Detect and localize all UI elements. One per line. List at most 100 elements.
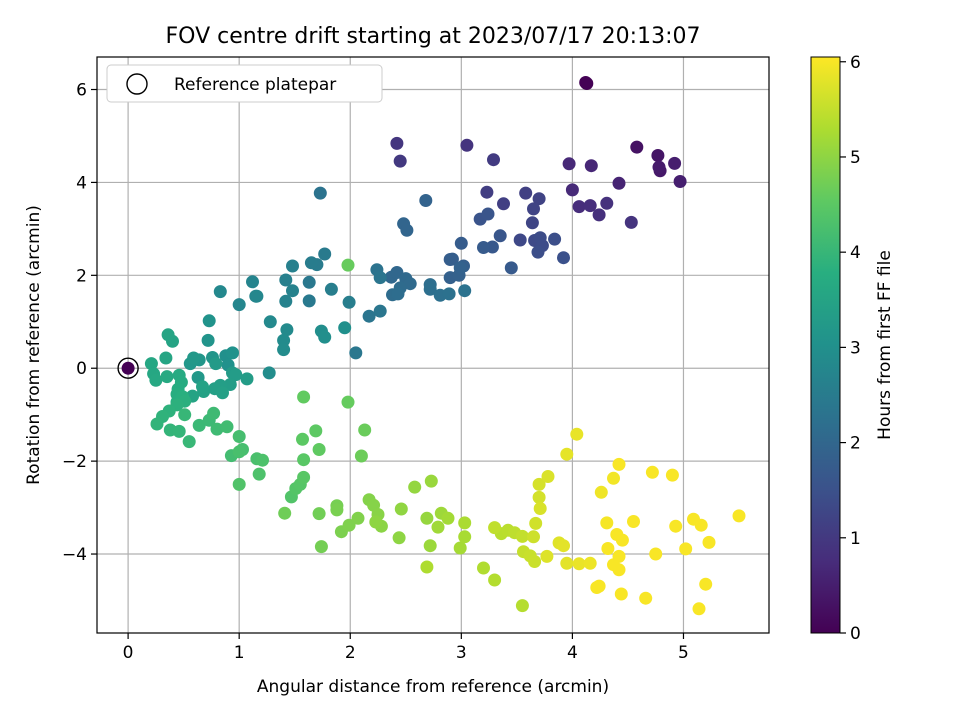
x-tick-label: 5 (678, 643, 689, 663)
data-point (442, 287, 456, 301)
data-point (196, 380, 209, 394)
data-point (481, 207, 495, 221)
data-point (513, 233, 527, 247)
data-point (391, 287, 405, 301)
data-point (431, 520, 445, 534)
data-point (694, 518, 708, 532)
data-point (668, 156, 682, 170)
data-point (652, 160, 666, 174)
x-tick-label: 4 (567, 643, 578, 663)
data-point (286, 284, 299, 298)
data-point (519, 186, 533, 200)
data-point (458, 530, 472, 544)
data-point (615, 533, 629, 547)
data-point (420, 560, 434, 574)
data-point (296, 432, 309, 446)
data-point (612, 549, 626, 563)
data-point (614, 587, 628, 601)
legend-reference-marker (126, 73, 148, 95)
plot-frame (96, 56, 770, 634)
data-point (532, 477, 546, 491)
data-point (557, 539, 570, 553)
data-point (354, 449, 368, 463)
data-point (651, 149, 665, 162)
data-point (302, 294, 316, 308)
data-point (639, 591, 653, 605)
data-point (600, 196, 614, 210)
legend: Reference platepar (106, 64, 383, 103)
data-point (250, 289, 264, 303)
data-point (497, 197, 510, 211)
data-point (312, 443, 326, 456)
y-tick-label: −4 (62, 545, 87, 565)
data-point (533, 502, 547, 515)
data-point (277, 333, 291, 347)
data-point (262, 366, 276, 380)
data-point (341, 258, 355, 272)
data-point (560, 556, 574, 570)
colorbar: 0 1 2 3 4 5 6 Hours from first FF file (810, 53, 895, 644)
y-tick-label: −2 (62, 452, 87, 472)
data-point (702, 535, 716, 549)
data-point (358, 423, 372, 437)
data-point (240, 372, 254, 386)
x-tick-label: 1 (234, 643, 245, 663)
data-point (612, 457, 626, 471)
data-point (314, 540, 328, 554)
data-point (515, 599, 529, 613)
data-point (210, 422, 224, 436)
data-point (279, 294, 293, 308)
data-point (342, 518, 356, 532)
data-point (584, 159, 598, 173)
data-point (229, 368, 243, 382)
data-point (216, 386, 229, 400)
data-point (121, 361, 135, 375)
data-point (209, 357, 223, 371)
data-point (226, 346, 239, 360)
data-point (454, 236, 468, 250)
data-point (601, 542, 615, 555)
data-point (160, 370, 174, 384)
data-point (309, 424, 323, 438)
data-point (419, 194, 433, 207)
data-point (692, 602, 706, 616)
data-point (572, 200, 586, 214)
data-point (297, 453, 311, 467)
reference-marker (117, 357, 139, 379)
y-axis-ticks: −4 −2 0 2 4 6 (62, 81, 97, 565)
data-point (263, 315, 277, 329)
data-point (304, 256, 318, 270)
data-point (532, 490, 546, 504)
data-point (351, 511, 365, 525)
data-point (487, 153, 500, 167)
data-point (527, 202, 540, 216)
data-point (528, 555, 542, 568)
data-point (232, 477, 246, 491)
data-point (565, 183, 579, 197)
colorbar-tick-label: 2 (850, 434, 861, 454)
colorbar-label: Hours from first FF file (875, 250, 895, 440)
reference-platepar-marker (117, 357, 139, 379)
data-point (278, 506, 292, 520)
data-point (223, 378, 237, 391)
data-point (458, 516, 472, 530)
data-point (445, 252, 459, 266)
data-point (488, 521, 502, 535)
data-point (373, 304, 387, 318)
data-point (515, 529, 529, 543)
x-tick-label: 3 (456, 643, 467, 663)
data-point (312, 507, 326, 521)
data-point (330, 503, 344, 517)
y-tick-label: 0 (76, 359, 87, 379)
data-point (252, 467, 266, 481)
data-point (527, 530, 540, 544)
data-point (679, 542, 693, 556)
data-point (192, 418, 206, 432)
data-point (394, 502, 408, 516)
data-point (420, 511, 434, 525)
data-point (178, 408, 192, 422)
data-point (280, 323, 294, 337)
data-point (590, 581, 604, 594)
data-point (150, 417, 164, 431)
data-point (423, 282, 437, 296)
